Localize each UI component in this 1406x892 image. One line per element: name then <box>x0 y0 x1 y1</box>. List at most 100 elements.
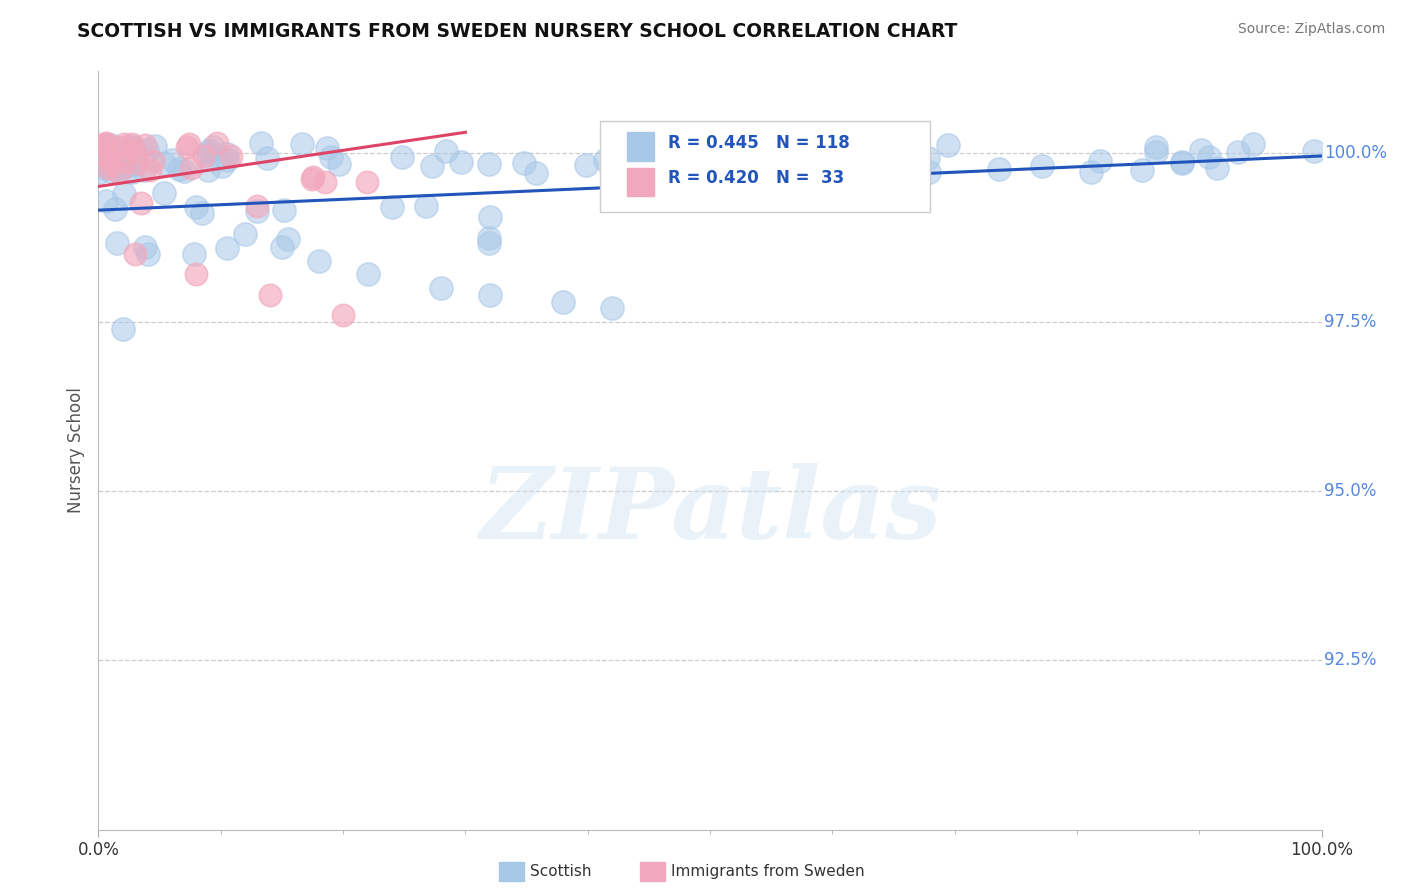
Point <box>479 210 502 224</box>
Point <box>197 147 219 161</box>
Point <box>108 159 131 173</box>
Point <box>90 156 112 170</box>
Point <box>641 157 664 171</box>
Point <box>553 294 575 309</box>
Point <box>785 145 807 160</box>
Point <box>122 157 145 171</box>
Point <box>183 247 205 261</box>
Text: R = 0.420   N =  33: R = 0.420 N = 33 <box>668 169 845 187</box>
Point <box>744 160 766 174</box>
Point <box>90 137 112 152</box>
Point <box>136 246 159 260</box>
Text: R = 0.445   N = 118: R = 0.445 N = 118 <box>668 134 851 152</box>
Point <box>302 169 325 184</box>
Point <box>89 165 111 179</box>
Point <box>478 231 501 245</box>
Point <box>215 146 238 161</box>
Text: 97.5%: 97.5% <box>1324 313 1376 331</box>
Point <box>96 150 118 164</box>
Point <box>120 138 142 153</box>
Point <box>89 149 111 163</box>
Point <box>96 141 118 155</box>
Point <box>94 158 117 172</box>
Point <box>153 186 176 201</box>
Point <box>173 164 195 178</box>
Point <box>121 149 143 163</box>
Point <box>450 154 472 169</box>
Text: Scottish: Scottish <box>530 864 592 879</box>
Point <box>1088 154 1111 169</box>
Point <box>936 138 959 153</box>
Point <box>94 136 117 151</box>
Point <box>897 161 920 175</box>
Point <box>134 240 156 254</box>
Point <box>665 151 688 165</box>
Point <box>769 148 792 162</box>
Point <box>291 137 314 152</box>
Point <box>186 200 208 214</box>
Point <box>193 149 215 163</box>
Point <box>600 301 623 316</box>
Point <box>104 202 127 217</box>
Point <box>1144 145 1167 159</box>
Point <box>94 136 117 151</box>
Point <box>132 162 155 177</box>
Point <box>524 166 547 180</box>
Point <box>100 153 122 168</box>
Point <box>1171 154 1194 169</box>
Point <box>167 162 190 177</box>
Point <box>114 143 136 157</box>
Point <box>256 151 278 165</box>
Text: Immigrants from Sweden: Immigrants from Sweden <box>671 864 865 879</box>
Point <box>744 159 766 173</box>
Point <box>277 232 299 246</box>
Point <box>702 146 724 161</box>
Point <box>356 268 378 282</box>
Point <box>186 268 208 282</box>
Point <box>655 165 678 179</box>
Point <box>391 150 413 164</box>
Point <box>901 150 924 164</box>
Point <box>332 308 354 322</box>
Point <box>97 161 120 175</box>
Point <box>917 151 939 165</box>
Point <box>870 136 893 150</box>
Point <box>308 254 330 268</box>
Point <box>129 196 152 211</box>
Point <box>738 159 761 173</box>
Point <box>219 148 242 162</box>
Point <box>91 147 114 161</box>
Point <box>127 156 149 170</box>
Point <box>94 194 117 209</box>
Point <box>211 159 233 173</box>
Point <box>575 158 598 172</box>
Point <box>648 155 671 169</box>
Point <box>104 141 127 155</box>
Point <box>301 172 323 186</box>
Point <box>98 153 121 167</box>
Point <box>105 236 128 251</box>
Point <box>273 202 295 217</box>
Point <box>246 199 269 213</box>
Point <box>124 247 146 261</box>
Point <box>122 145 145 159</box>
Point <box>1226 145 1249 160</box>
Point <box>112 136 135 151</box>
Point <box>110 146 132 161</box>
Bar <box>627 168 654 196</box>
Point <box>593 153 616 167</box>
Point <box>176 140 198 154</box>
Point <box>1080 165 1102 179</box>
Point <box>100 163 122 178</box>
Point <box>215 153 238 168</box>
Point <box>142 154 165 169</box>
Point <box>180 161 202 175</box>
Point <box>270 240 294 254</box>
Point <box>415 199 437 213</box>
Point <box>356 175 378 189</box>
Point <box>987 161 1010 176</box>
Point <box>1144 140 1167 154</box>
Point <box>478 236 501 251</box>
Point <box>108 165 131 179</box>
Point <box>153 156 176 170</box>
